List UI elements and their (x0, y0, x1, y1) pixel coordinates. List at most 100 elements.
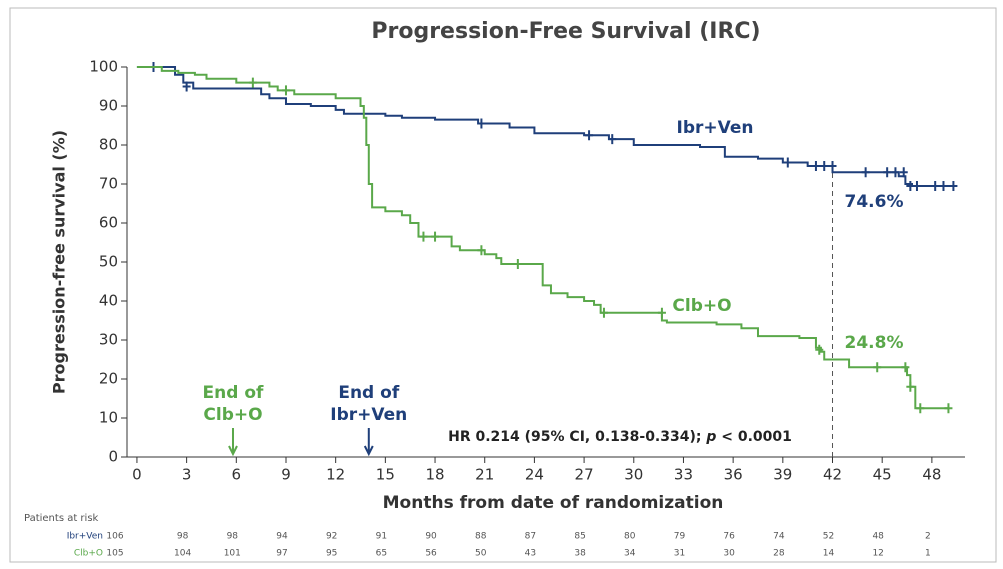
x-tick-label: 6 (232, 466, 242, 484)
censor-mark (815, 344, 824, 355)
y-tick-label: 80 (99, 136, 118, 154)
y-axis-label: Progression-free survival (%) (50, 130, 69, 394)
x-tick-label: 39 (773, 466, 792, 484)
risk-value: 34 (624, 549, 636, 559)
end-marker-label: End of (338, 383, 399, 403)
y-tick-label: 70 (99, 175, 118, 193)
censor-mark (949, 180, 958, 191)
censor-mark (820, 161, 829, 172)
end-marker-label: Ibr+Ven (330, 405, 407, 425)
y-tick-label: 0 (108, 448, 118, 466)
risk-value: 97 (276, 549, 287, 559)
censor-mark (828, 161, 837, 172)
risk-value: 52 (823, 532, 834, 542)
x-tick-label: 15 (376, 466, 395, 484)
x-tick-label: 48 (922, 466, 941, 484)
end-marker-arrow (363, 428, 374, 457)
risk-value: 85 (574, 532, 585, 542)
censor-mark (891, 167, 900, 178)
risk-value: 98 (227, 532, 239, 542)
risk-value: 95 (326, 549, 337, 559)
censor-mark (513, 258, 522, 269)
hr-text-part: < 0.0001 (716, 429, 792, 445)
x-tick-label: 3 (182, 466, 192, 484)
end-marker-arrow (228, 428, 238, 457)
risk-value: 92 (326, 532, 337, 542)
x-tick-label: 45 (873, 466, 892, 484)
landmark-label: 74.6% (845, 192, 904, 212)
censor-mark (477, 118, 486, 129)
censor-mark (585, 130, 594, 141)
risk-value: 87 (525, 532, 536, 542)
survival-curve (136, 66, 954, 187)
y-tick-label: 100 (89, 58, 118, 76)
y-tick-label: 50 (99, 253, 118, 271)
censor-mark (811, 161, 820, 172)
censor-mark (431, 231, 440, 242)
y-tick-label: 30 (99, 331, 118, 349)
risk-value: 79 (674, 532, 686, 542)
risk-value: 91 (376, 532, 387, 542)
survival-curve (136, 66, 949, 410)
risk-value: 101 (224, 549, 241, 559)
y-tick-label: 90 (99, 97, 118, 115)
risk-value: 48 (872, 532, 884, 542)
censor-mark (873, 362, 882, 373)
risk-value: 90 (425, 532, 437, 542)
censor-mark (248, 77, 257, 88)
hr-text-part: p (705, 429, 716, 445)
censor-mark (419, 231, 428, 242)
censor-mark (916, 403, 925, 414)
y-tick-label: 20 (99, 370, 118, 388)
frame (9, 7, 997, 563)
end-marker-label: End of (203, 383, 264, 403)
x-tick-label: 0 (132, 466, 142, 484)
censor-mark (281, 85, 290, 96)
x-tick-label: 42 (823, 466, 842, 484)
risk-value: 65 (376, 549, 387, 559)
hr-text-part: HR 0.214 (95% CI, 0.138-0.334); (448, 429, 706, 445)
x-tick-label: 24 (525, 466, 544, 484)
chart-title: Progression-Free Survival (IRC) (371, 19, 760, 44)
x-axis-label: Months from date of randomization (383, 493, 724, 513)
censor-mark (899, 167, 908, 178)
risk-value: 38 (574, 549, 586, 559)
end-marker-label: Clb+O (203, 405, 262, 425)
risk-value: 14 (823, 549, 835, 559)
censor-mark (912, 180, 921, 191)
censor-mark (883, 167, 892, 178)
x-tick-label: 18 (425, 466, 444, 484)
censor-mark (599, 307, 608, 318)
x-tick-label: 30 (624, 466, 643, 484)
censor-mark (944, 403, 953, 414)
risk-value: 104 (174, 549, 191, 559)
landmark-label: 24.8% (845, 333, 904, 353)
risk-row-label: Clb+O (74, 549, 103, 559)
risk-value: 12 (872, 549, 883, 559)
risk-value: 30 (723, 549, 735, 559)
risk-value: 31 (674, 549, 685, 559)
censor-mark (182, 81, 191, 92)
risk-value: 1 (925, 549, 931, 559)
censor-mark (657, 307, 666, 318)
x-tick-label: 12 (326, 466, 345, 484)
x-tick-label: 9 (281, 466, 291, 484)
censor-mark (608, 134, 617, 145)
risk-value: 106 (106, 532, 123, 542)
x-tick-label: 27 (575, 466, 594, 484)
risk-value: 43 (525, 549, 536, 559)
y-tick-label: 10 (99, 409, 118, 427)
risk-value: 105 (106, 549, 123, 559)
x-tick-label: 36 (724, 466, 743, 484)
risk-value: 80 (624, 532, 636, 542)
risk-value: 76 (723, 532, 735, 542)
censor-mark (939, 180, 948, 191)
x-tick-label: 21 (475, 466, 494, 484)
risk-value: 74 (773, 532, 785, 542)
risk-row-label: Ibr+Ven (67, 532, 103, 542)
y-tick-label: 60 (99, 214, 118, 232)
censor-mark (477, 245, 486, 256)
risk-value: 94 (276, 532, 288, 542)
